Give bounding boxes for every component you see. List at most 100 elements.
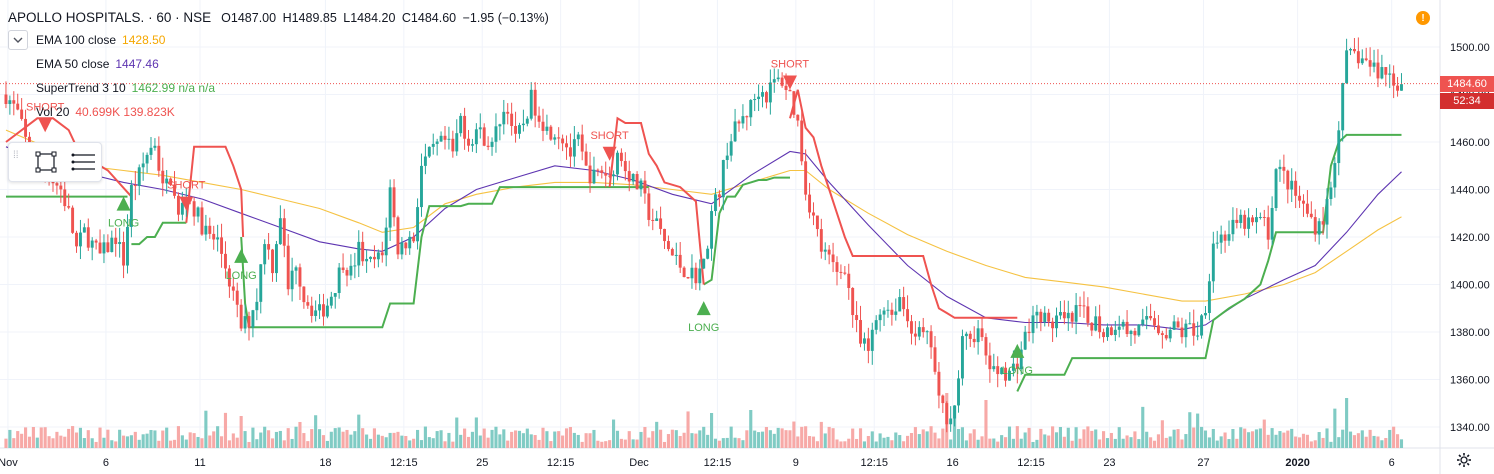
volume-bar xyxy=(137,439,141,448)
volume-bar xyxy=(431,438,435,448)
volume-bar xyxy=(568,427,572,448)
candle-body xyxy=(706,248,710,259)
volume-bar xyxy=(1239,427,1243,448)
volume-bar xyxy=(890,440,894,448)
volume-bar xyxy=(196,436,200,448)
gear-icon[interactable] xyxy=(1456,452,1472,468)
volume-bar xyxy=(39,427,43,448)
candle-body xyxy=(274,244,278,274)
candle-body xyxy=(212,233,216,240)
candle-body xyxy=(988,355,992,370)
rectangle-tool-button[interactable] xyxy=(31,147,61,177)
volume-bar xyxy=(502,429,506,448)
candle-body xyxy=(1368,60,1372,67)
candle-body xyxy=(663,228,666,242)
candle-body xyxy=(412,236,416,242)
volume-bar xyxy=(925,431,929,448)
candle-body xyxy=(369,256,372,259)
volume-bar xyxy=(98,427,102,448)
volume-bar xyxy=(592,429,596,448)
indicator-ema100[interactable]: EMA 100 close 1428.50 xyxy=(36,28,215,52)
volume-bar xyxy=(1258,428,1262,448)
volume-bar xyxy=(325,440,329,448)
title-sep-1: · xyxy=(148,10,153,25)
candle-body xyxy=(1078,305,1082,307)
volume-bar xyxy=(631,439,635,448)
candle-body xyxy=(529,89,533,119)
volume-bar xyxy=(239,416,243,448)
volume-bar xyxy=(772,433,776,448)
short-arrow xyxy=(38,118,53,133)
candle-body xyxy=(1000,367,1004,375)
candle-body xyxy=(1305,203,1309,214)
volume-bar xyxy=(670,429,674,448)
supertrend-up-segment xyxy=(1016,133,1402,392)
volume-bar xyxy=(1392,426,1396,448)
candle-body xyxy=(698,268,702,284)
volume-bar xyxy=(27,436,32,448)
candle-body xyxy=(1270,207,1274,240)
volume-bar xyxy=(1043,434,1047,448)
volume-bar xyxy=(1168,436,1172,448)
candle-body xyxy=(400,242,404,255)
candle-body xyxy=(784,85,788,90)
volume-bar xyxy=(1086,426,1090,448)
candle-body xyxy=(1294,180,1298,196)
indicator-supertrend[interactable]: SuperTrend 3 10 1462.99 n/a n/a xyxy=(36,76,215,100)
volume-bar xyxy=(862,441,866,448)
candle-body xyxy=(59,185,63,190)
long-arrow xyxy=(234,248,249,263)
candle-body xyxy=(349,265,353,276)
volume-bar xyxy=(31,427,35,448)
volume-bar xyxy=(376,434,380,448)
volume-bar xyxy=(188,432,192,448)
legend-collapse-button[interactable] xyxy=(8,30,28,50)
long-arrow xyxy=(696,301,711,316)
volume-bar xyxy=(706,434,710,448)
candle-body xyxy=(478,127,482,130)
volume-bar xyxy=(549,441,553,448)
volume-bar xyxy=(106,429,110,448)
symbol-title[interactable]: APOLLO HOSPITALS. · 60 · NSE xyxy=(8,6,211,30)
indicator-volume[interactable]: Vol 20 40.699K 139.823K xyxy=(36,100,215,124)
candle-body xyxy=(1380,67,1384,79)
candle-body xyxy=(1149,316,1153,319)
candle-body xyxy=(255,301,259,311)
candle-body xyxy=(24,118,28,137)
volume-bar xyxy=(1145,431,1149,448)
candle-body xyxy=(1062,312,1066,319)
candle-body xyxy=(921,327,925,333)
candle-body xyxy=(929,331,933,348)
lines-tool-button[interactable] xyxy=(69,147,99,177)
candle-body xyxy=(1117,326,1121,330)
candle-body xyxy=(314,310,318,316)
indicator-ema50[interactable]: EMA 50 close 1447.46 xyxy=(36,52,215,76)
candle-body xyxy=(1172,321,1176,330)
alert-icon[interactable]: ! xyxy=(1416,11,1430,25)
volume-bar xyxy=(553,431,557,448)
volume-bar xyxy=(368,438,373,448)
candle-body xyxy=(855,315,859,321)
volume-bar xyxy=(443,441,447,448)
volume-bar xyxy=(447,432,451,448)
candle-body xyxy=(521,123,525,126)
candle-body xyxy=(678,254,682,268)
candle-body xyxy=(859,320,862,344)
volume-bar xyxy=(921,429,925,448)
volume-bar xyxy=(710,413,714,448)
volume-bar xyxy=(274,431,278,448)
candle-body xyxy=(384,227,388,256)
volume-bar xyxy=(874,441,878,448)
volume-bar xyxy=(529,434,533,448)
volume-bar xyxy=(1207,437,1211,448)
candle-body xyxy=(686,277,690,279)
candle-body xyxy=(568,147,572,157)
volume-bar xyxy=(1141,406,1145,448)
volume-bar xyxy=(1270,428,1274,448)
volume-bar xyxy=(847,438,851,448)
volume-bar xyxy=(827,426,831,448)
volume-bar xyxy=(318,429,322,448)
drag-handle-icon[interactable]: ⁞⁞ xyxy=(13,150,19,161)
volume-bar xyxy=(647,437,651,448)
